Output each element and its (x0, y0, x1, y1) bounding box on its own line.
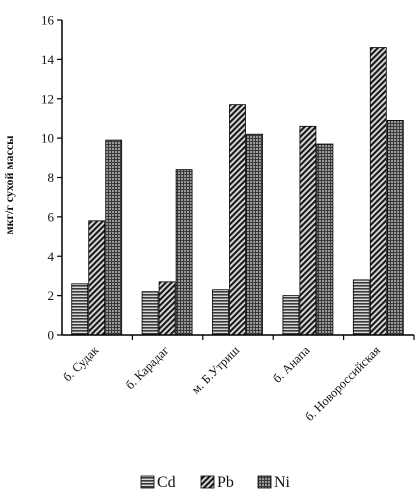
x-tick-label: б. Анапа (270, 343, 313, 386)
legend-label-pb: Pb (217, 474, 234, 491)
y-axis: 0 2 4 6 8 10 12 14 16 (41, 13, 62, 343)
y-tick-label: 0 (48, 328, 55, 343)
y-tick-label: 12 (41, 91, 54, 106)
y-tick-label: 16 (41, 13, 55, 28)
bar-cd (212, 289, 229, 336)
bar-pb (299, 125, 317, 336)
legend-swatch-pb (200, 475, 215, 489)
y-axis-label: мкг/г сухой массы (2, 135, 16, 235)
legend-label-ni: Ni (274, 474, 291, 491)
x-tick-label: б. Новороссийская (302, 343, 383, 424)
bar-pb (158, 281, 176, 336)
legend-swatch-cd (140, 475, 155, 489)
bar-cd (71, 283, 89, 336)
plot-area (71, 47, 404, 336)
y-tick-label: 10 (41, 131, 54, 146)
legend-label-cd: Cd (157, 474, 176, 491)
y-tick-label: 4 (48, 249, 55, 264)
bar-ni (316, 143, 334, 336)
legend-swatch-ni (257, 475, 272, 489)
x-tick-label: м. Б.Утриш (189, 343, 243, 397)
bar-ni (246, 133, 263, 336)
bar-ni (105, 139, 123, 336)
y-tick-label: 6 (48, 209, 55, 224)
bar-ni (175, 169, 193, 336)
x-tick-label: б. Карадаг (123, 343, 172, 392)
bar-cd (141, 291, 159, 336)
y-tick-label: 2 (48, 288, 55, 303)
y-tick-label: 14 (41, 52, 55, 67)
y-tick-label: 8 (48, 170, 55, 185)
bar-ni (386, 120, 404, 336)
legend: Cd Pb Ni (140, 474, 291, 491)
bar-pb (229, 104, 246, 336)
bar-cd (352, 279, 370, 336)
bar-pb (369, 47, 387, 336)
x-tick-label: б. Судак (60, 343, 102, 385)
bar-cd (282, 295, 300, 336)
bar-pb (88, 220, 106, 336)
